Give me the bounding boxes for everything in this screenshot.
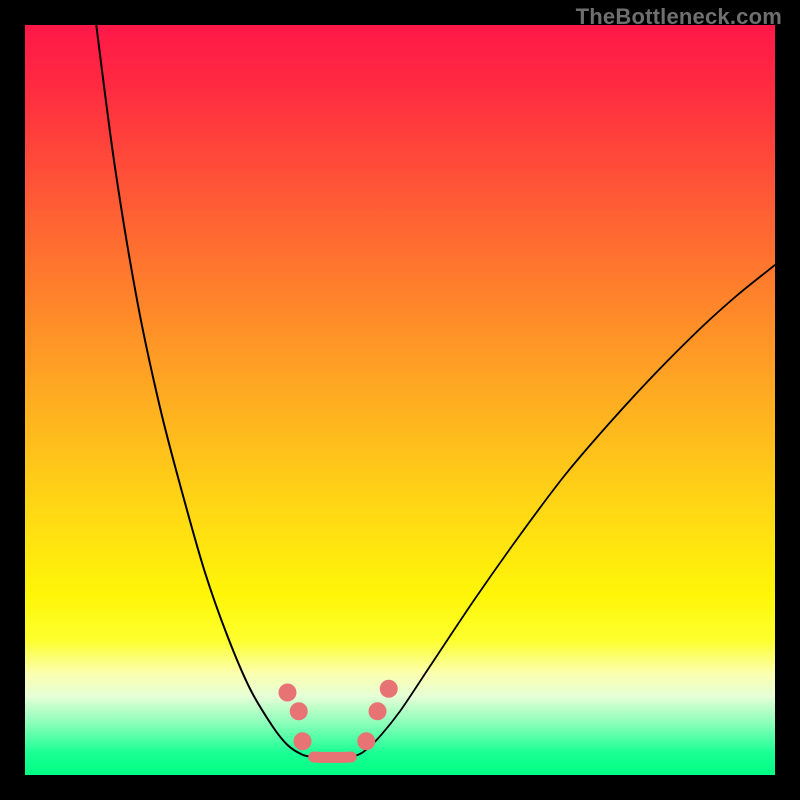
marker-5 xyxy=(380,680,398,698)
marker-3 xyxy=(357,732,375,750)
marker-2 xyxy=(294,732,312,750)
bottleneck-chart xyxy=(0,0,800,800)
watermark-text: TheBottleneck.com xyxy=(576,4,782,30)
marker-1 xyxy=(290,702,308,720)
chart-frame: TheBottleneck.com xyxy=(0,0,800,800)
plot-background xyxy=(25,25,775,775)
marker-0 xyxy=(279,684,297,702)
marker-4 xyxy=(369,702,387,720)
